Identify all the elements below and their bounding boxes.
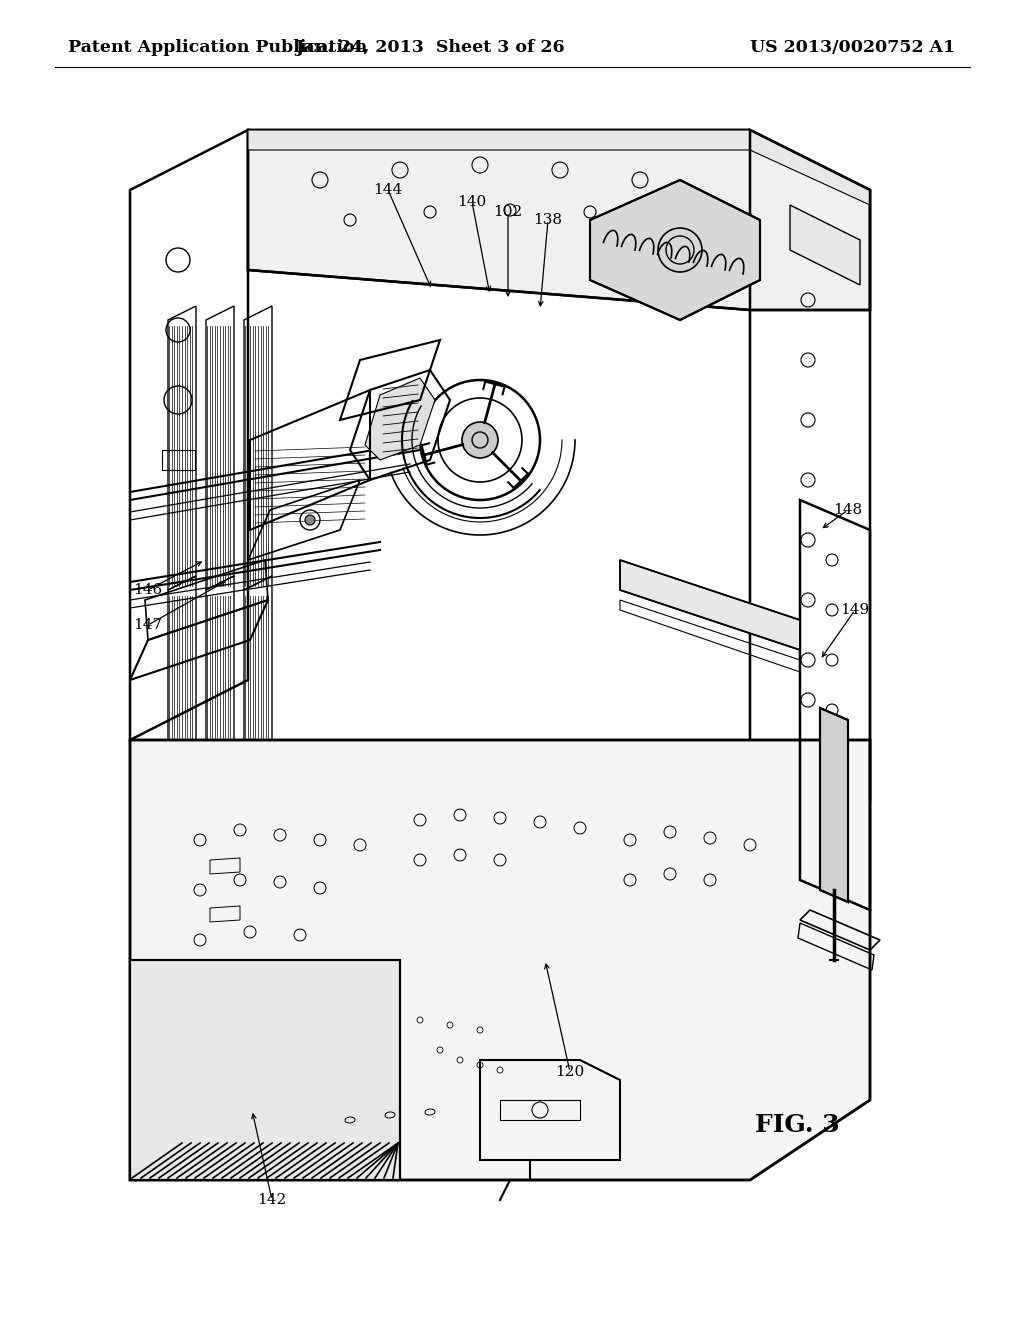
Polygon shape [365,378,435,459]
Text: 142: 142 [257,1193,287,1206]
Text: 120: 120 [555,1065,585,1078]
Circle shape [305,515,315,525]
Text: Jan. 24, 2013  Sheet 3 of 26: Jan. 24, 2013 Sheet 3 of 26 [295,40,565,57]
Polygon shape [248,129,870,205]
Polygon shape [590,180,760,319]
Text: 147: 147 [133,618,163,632]
Polygon shape [130,960,400,1180]
Text: 140: 140 [458,195,486,209]
Text: FIG. 3: FIG. 3 [755,1113,840,1137]
Polygon shape [820,708,848,902]
Polygon shape [620,560,800,649]
Text: 149: 149 [841,603,869,616]
Text: 146: 146 [133,583,163,597]
Text: Patent Application Publication: Patent Application Publication [68,40,368,57]
Text: 144: 144 [374,183,402,197]
Text: 148: 148 [834,503,862,517]
Text: US 2013/0020752 A1: US 2013/0020752 A1 [750,40,955,57]
Text: 102: 102 [494,205,522,219]
Polygon shape [130,741,870,1180]
Polygon shape [248,129,870,310]
Circle shape [462,422,498,458]
Text: 138: 138 [534,213,562,227]
Polygon shape [790,205,860,285]
